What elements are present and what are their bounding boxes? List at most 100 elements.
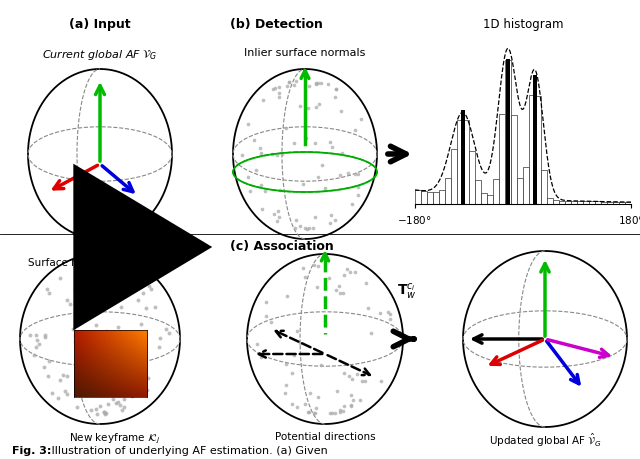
Point — [374, 310, 385, 318]
Point — [92, 322, 102, 329]
Point — [320, 185, 330, 193]
Point — [76, 367, 86, 374]
Point — [353, 170, 363, 178]
Point — [301, 135, 311, 143]
Point — [113, 399, 124, 406]
Point — [385, 310, 395, 318]
Bar — [461, 111, 465, 204]
Point — [330, 95, 340, 102]
Point — [313, 263, 323, 270]
Text: Fig. 3:: Fig. 3: — [12, 445, 51, 455]
Point — [303, 105, 314, 112]
Point — [330, 86, 340, 93]
Title: 1D histogram: 1D histogram — [483, 18, 563, 31]
Bar — [505, 61, 511, 204]
Point — [337, 151, 347, 158]
Text: (c) Association: (c) Association — [230, 240, 333, 252]
Bar — [601, 202, 607, 204]
Point — [292, 403, 302, 411]
Point — [31, 337, 42, 344]
Point — [119, 396, 129, 403]
Point — [308, 225, 319, 232]
Point — [347, 376, 357, 383]
Point — [111, 399, 121, 407]
Point — [274, 90, 284, 97]
Point — [83, 278, 93, 285]
Point — [277, 151, 287, 158]
Point — [300, 400, 310, 408]
Point — [274, 84, 284, 91]
Point — [154, 343, 164, 351]
Point — [356, 116, 366, 123]
Point — [84, 332, 94, 339]
Point — [289, 82, 299, 89]
Point — [310, 213, 320, 221]
Point — [40, 334, 51, 341]
Point — [304, 408, 314, 415]
Point — [117, 406, 127, 414]
Point — [164, 330, 174, 337]
Point — [275, 187, 285, 195]
Point — [346, 402, 356, 409]
Point — [291, 217, 301, 224]
Point — [133, 297, 143, 304]
Point — [332, 387, 342, 395]
Point — [316, 162, 326, 169]
Point — [355, 397, 365, 404]
Point — [350, 127, 360, 134]
Point — [314, 101, 324, 109]
Point — [244, 187, 255, 195]
Point — [132, 274, 143, 281]
Point — [140, 279, 150, 286]
Point — [385, 315, 395, 323]
Point — [143, 374, 154, 381]
Point — [77, 384, 88, 391]
Point — [141, 304, 151, 312]
Point — [298, 265, 308, 272]
Point — [324, 219, 335, 227]
Point — [92, 410, 102, 418]
Point — [47, 389, 57, 397]
Text: (b) Detection: (b) Detection — [230, 18, 323, 31]
Point — [111, 358, 122, 365]
Point — [335, 409, 346, 416]
Point — [304, 225, 314, 232]
Point — [88, 362, 99, 369]
Point — [86, 407, 97, 414]
Point — [339, 369, 349, 376]
Point — [251, 167, 261, 174]
Point — [343, 170, 353, 178]
Point — [99, 408, 109, 415]
Point — [353, 184, 363, 191]
Point — [237, 152, 247, 159]
Point — [123, 268, 133, 275]
Point — [310, 409, 321, 417]
Point — [85, 271, 95, 279]
Point — [249, 137, 259, 145]
Point — [261, 313, 271, 320]
Point — [77, 336, 87, 343]
Point — [273, 207, 284, 215]
Point — [313, 393, 323, 401]
Bar — [541, 170, 547, 204]
Point — [115, 402, 125, 409]
Bar — [506, 60, 510, 204]
Point — [75, 314, 85, 321]
Bar — [493, 179, 499, 204]
Point — [87, 263, 97, 271]
Point — [52, 395, 63, 402]
Point — [260, 188, 270, 196]
Bar — [511, 116, 516, 204]
Bar — [421, 192, 427, 204]
Point — [310, 405, 321, 412]
Bar — [535, 96, 541, 204]
Point — [62, 372, 72, 380]
Point — [316, 80, 326, 88]
Bar — [481, 194, 486, 204]
Point — [100, 328, 111, 335]
Point — [316, 362, 326, 369]
Point — [267, 151, 277, 158]
Point — [44, 290, 54, 297]
Point — [338, 407, 348, 414]
Point — [255, 145, 265, 152]
